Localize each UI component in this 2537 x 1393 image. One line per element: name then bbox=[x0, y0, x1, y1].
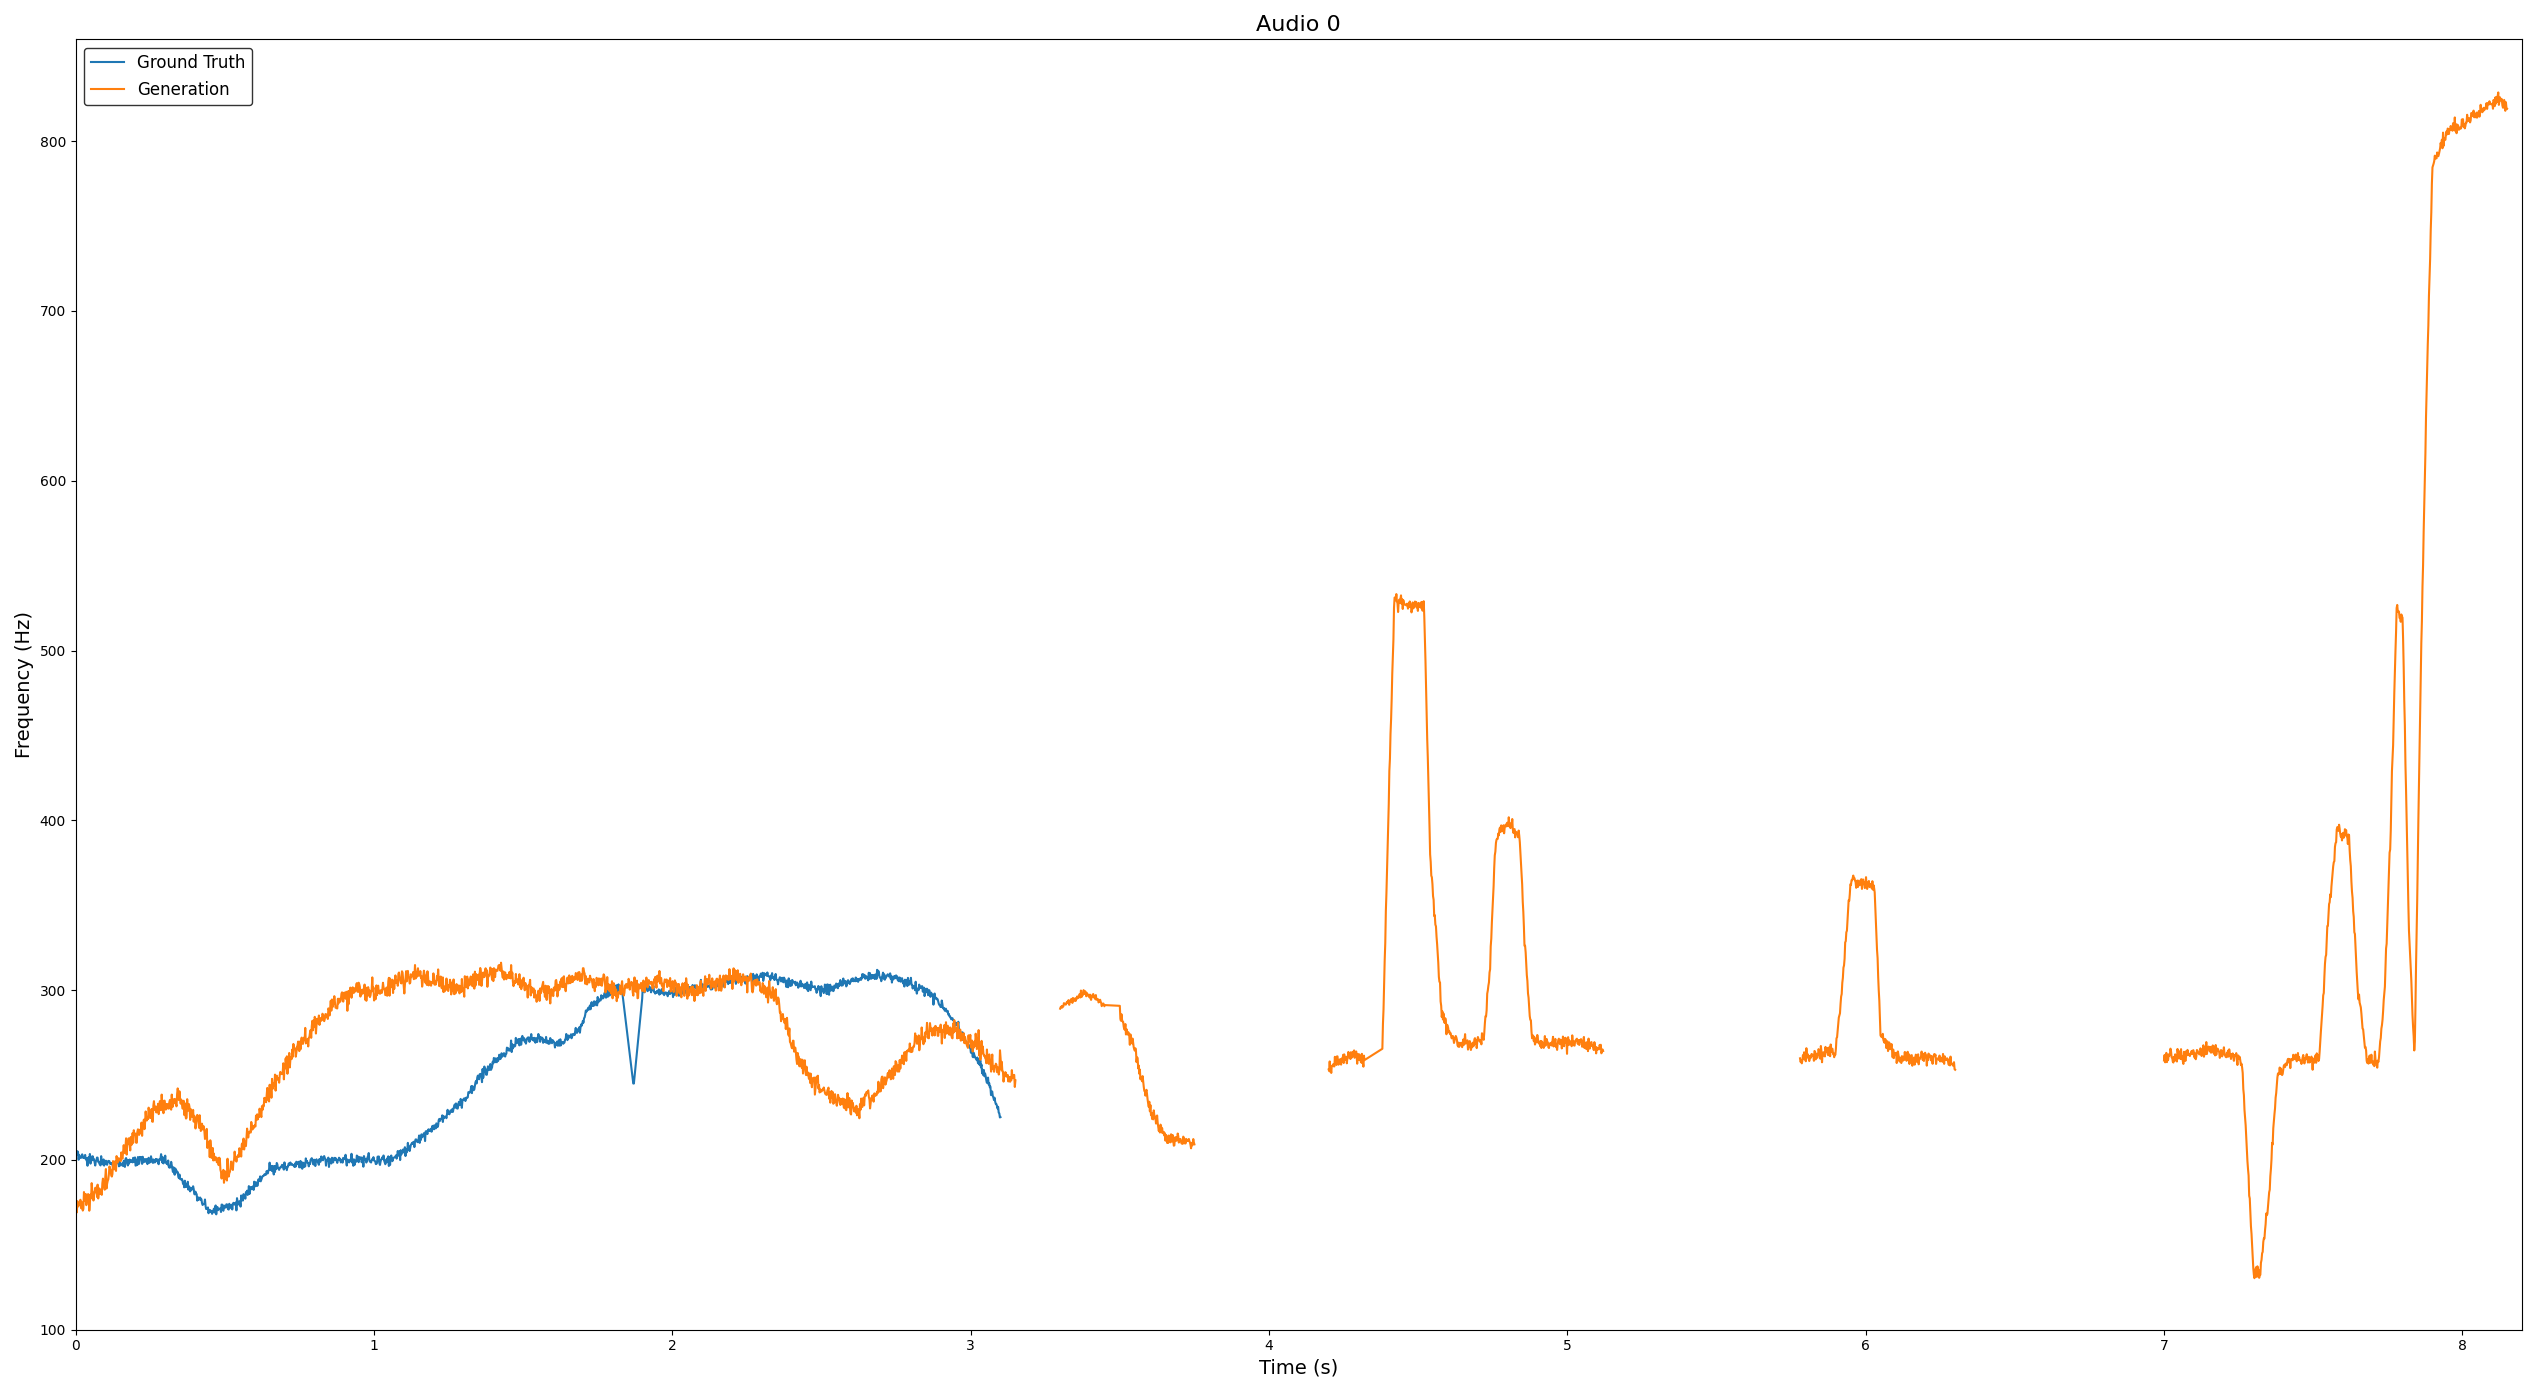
Generation bbox=[150, 1102, 180, 1119]
Line: Generation: Generation bbox=[76, 92, 2507, 1279]
Ground Truth bbox=[200, 1206, 231, 1223]
Ground Truth bbox=[61, 1144, 91, 1160]
Ground Truth bbox=[246, 1167, 277, 1184]
Generation bbox=[1149, 1126, 1180, 1142]
Title: Audio 0: Audio 0 bbox=[1256, 15, 1342, 35]
Ground Truth bbox=[863, 961, 893, 978]
Line: Ground Truth: Ground Truth bbox=[76, 970, 1000, 1215]
Ground Truth bbox=[619, 1068, 649, 1085]
Generation bbox=[604, 978, 634, 995]
X-axis label: Time (s): Time (s) bbox=[1258, 1360, 1340, 1378]
Generation bbox=[688, 983, 718, 1000]
Ground Truth bbox=[885, 971, 916, 988]
Ground Truth bbox=[292, 1152, 322, 1169]
Legend: Ground Truth, Generation: Ground Truth, Generation bbox=[84, 47, 251, 106]
Generation bbox=[637, 979, 667, 996]
Y-axis label: Frequency (Hz): Frequency (Hz) bbox=[15, 612, 33, 758]
Ground Truth bbox=[898, 976, 929, 993]
Ground Truth bbox=[984, 1109, 1015, 1126]
Generation bbox=[2491, 100, 2522, 117]
Ground Truth bbox=[939, 1011, 969, 1028]
Generation bbox=[1418, 887, 1449, 904]
Generation bbox=[61, 1191, 91, 1208]
